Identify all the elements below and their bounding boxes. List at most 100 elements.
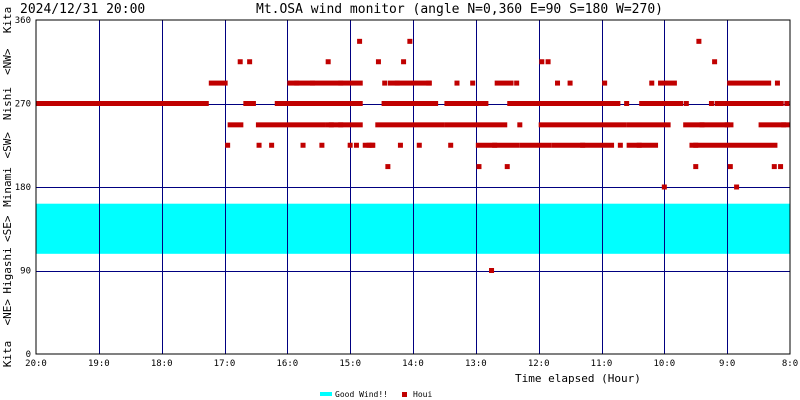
- legend-good-wind-swatch: [320, 392, 332, 396]
- houi-point: [724, 122, 730, 128]
- houi-point: [385, 164, 391, 170]
- houi-point: [470, 80, 476, 86]
- houi-point: [247, 59, 253, 65]
- houi-point: [407, 38, 413, 44]
- houi-point: [649, 80, 655, 86]
- legend-good-wind-label: Good Wind!!: [335, 390, 388, 399]
- houi-point: [727, 164, 733, 170]
- plot-frame: [35, 19, 791, 355]
- houi-point: [454, 80, 460, 86]
- houi-point: [269, 142, 275, 148]
- houi-point: [696, 38, 702, 44]
- houi-segment: [626, 142, 659, 148]
- houi-segment: [375, 122, 445, 128]
- houi-point: [529, 101, 535, 106]
- houi-point: [319, 142, 325, 148]
- houi-segment: [689, 142, 778, 148]
- houi-points: [36, 38, 790, 273]
- houi-point: [712, 59, 718, 65]
- houi-point: [237, 59, 243, 65]
- houi-point: [294, 80, 300, 86]
- y-axis-label: Minami: [1, 167, 14, 207]
- houi-point: [375, 59, 381, 65]
- y-axis-label: <SW>: [1, 132, 14, 159]
- houi-point: [338, 80, 344, 86]
- houi-point: [492, 142, 498, 148]
- houi-segment: [255, 122, 326, 128]
- x-tick-label: 13:0: [465, 359, 487, 369]
- y-axis-label: <SE>: [1, 215, 14, 242]
- y-tick-label: 90: [20, 267, 31, 277]
- houi-point: [357, 38, 363, 44]
- houi-point: [602, 80, 608, 86]
- y-axis-label: <NW>: [1, 48, 14, 75]
- houi-segment: [387, 80, 432, 86]
- houi-point: [545, 59, 551, 65]
- houi-point: [401, 59, 407, 65]
- houi-point: [778, 164, 784, 170]
- houi-point: [636, 142, 642, 148]
- houi-segment: [727, 80, 772, 86]
- houi-point: [426, 80, 432, 86]
- houi-point: [397, 142, 403, 148]
- y-axis-label: Kita: [1, 341, 14, 368]
- y-tick-label: 180: [15, 183, 31, 193]
- x-tick-label: 11:0: [591, 359, 613, 369]
- y-tick-label: 0: [26, 350, 31, 360]
- x-tick-label: 14:0: [402, 359, 424, 369]
- houi-segment: [658, 80, 677, 86]
- x-tick-label: 15:0: [339, 359, 361, 369]
- houi-point: [624, 101, 630, 106]
- houi-point: [347, 142, 353, 148]
- houi-segment: [274, 101, 332, 106]
- houi-point: [734, 184, 740, 190]
- houi-point: [580, 142, 586, 148]
- y-axis-label: Nishi: [1, 87, 14, 120]
- x-axis-label: Time elapsed (Hour): [515, 372, 641, 385]
- y-tick-labels: 0 90 180 270 360: [15, 16, 31, 360]
- houi-point: [489, 268, 495, 273]
- houi-segment: [381, 101, 439, 106]
- x-tick-label: 10:0: [653, 359, 675, 369]
- houi-segment: [287, 80, 363, 86]
- houi-segment: [318, 101, 363, 106]
- houi-segment: [325, 122, 363, 128]
- houi-point: [476, 164, 482, 170]
- houi-segment: [444, 101, 489, 106]
- houi-segment: [683, 122, 734, 128]
- houi-point: [555, 80, 561, 86]
- houi-segment: [538, 122, 627, 128]
- houi-point: [567, 80, 573, 86]
- chart-title: Mt.OSA wind monitor (angle N=0,360 E=90 …: [256, 2, 663, 17]
- x-tick-label: 16:0: [276, 359, 298, 369]
- houi-segment: [36, 101, 209, 106]
- houi-point: [781, 122, 787, 128]
- houi-point: [353, 142, 359, 148]
- houi-segment: [507, 101, 552, 106]
- y-tick-label: 360: [15, 16, 31, 26]
- x-tick-label: 18:0: [151, 359, 173, 369]
- y-axis-labels: Kita <NE> Higashi <SE> Minami <SW> Nishi <NW> Ki…: [1, 7, 14, 368]
- houi-point: [504, 164, 510, 170]
- houi-point: [225, 142, 231, 148]
- houi-segment: [519, 142, 552, 148]
- houi-point: [693, 164, 699, 170]
- houi-point: [300, 142, 306, 148]
- houi-point: [708, 101, 714, 106]
- x-tick-labels: 20:0 19:0 18:0 17:0 16:0 15:0 14:0 13:0 12:0 11:0…: [25, 359, 798, 369]
- timestamp: 2024/12/31 20:00: [20, 2, 145, 17]
- legend: Good Wind!! Houi: [320, 390, 432, 399]
- houi-segment: [243, 101, 256, 106]
- houi-point: [693, 142, 699, 148]
- houi-point: [517, 122, 523, 128]
- houi-point: [683, 101, 689, 106]
- houi-point: [394, 80, 400, 86]
- houi-segment: [227, 122, 244, 128]
- houi-point: [768, 101, 774, 106]
- houi-point: [382, 80, 388, 86]
- houi-segment: [544, 101, 621, 106]
- houi-point: [784, 101, 790, 106]
- houi-point: [338, 122, 344, 128]
- legend-houi-label: Houi: [413, 390, 432, 399]
